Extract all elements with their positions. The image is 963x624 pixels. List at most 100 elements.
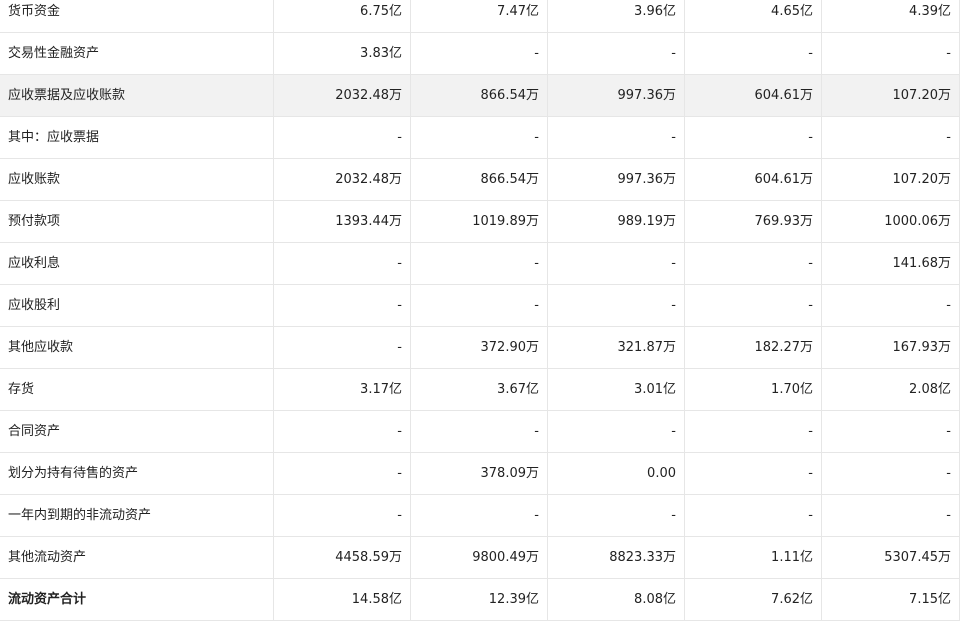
row-value: 2.08亿 <box>821 369 959 410</box>
row-value: 2032.48万 <box>273 75 410 116</box>
row-value: 1019.89万 <box>410 201 547 242</box>
row-value: 14.58亿 <box>273 579 410 620</box>
row-label: 合同资产 <box>8 424 61 439</box>
row-value: 989.19万 <box>547 201 684 242</box>
table-row-other-receivables: 其他应收款 - 372.90万 321.87万 182.27万 167.93万 <box>0 327 959 369</box>
row-value: 9800.49万 <box>410 537 547 578</box>
row-value: - <box>547 285 684 326</box>
row-label: 应收股利 <box>8 298 61 313</box>
row-value: - <box>821 495 959 536</box>
row-value: - <box>684 33 821 74</box>
row-value: 1.70亿 <box>684 369 821 410</box>
row-value: - <box>547 243 684 284</box>
table-row-prepayments: 预付款项 1393.44万 1019.89万 989.19万 769.93万 1… <box>0 201 959 243</box>
table-row-non-current-assets-due-within-one-year: 一年内到期的非流动资产 - - - - - <box>0 495 959 537</box>
row-value: 7.15亿 <box>821 579 959 620</box>
row-value: - <box>684 453 821 494</box>
row-value: 6.75亿 <box>273 0 410 32</box>
table-row-held-for-sale-assets: 划分为持有待售的资产 - 378.09万 0.00 - - <box>0 453 959 495</box>
row-value: 1000.06万 <box>821 201 959 242</box>
row-label: 其中：应收票据 <box>8 130 100 145</box>
row-value: 3.67亿 <box>410 369 547 410</box>
table-row-cash: 货币资金 6.75亿 7.47亿 3.96亿 4.65亿 4.39亿 <box>0 0 959 33</box>
table-row-notes-and-accounts-receivable: 应收票据及应收账款 2032.48万 866.54万 997.36万 604.6… <box>0 75 959 117</box>
row-value: - <box>547 411 684 452</box>
row-value: - <box>410 243 547 284</box>
row-value: 141.68万 <box>821 243 959 284</box>
row-value: 4.39亿 <box>821 0 959 32</box>
row-label: 流动资产合计 <box>8 592 87 607</box>
row-value: - <box>273 453 410 494</box>
row-value: - <box>273 243 410 284</box>
row-value: - <box>547 495 684 536</box>
row-value: 12.39亿 <box>410 579 547 620</box>
row-label: 交易性金融资产 <box>8 46 100 61</box>
row-value: 7.62亿 <box>684 579 821 620</box>
row-value: - <box>273 285 410 326</box>
row-value: 8.08亿 <box>547 579 684 620</box>
row-label: 货币资金 <box>8 4 61 19</box>
row-label: 其他应收款 <box>8 340 74 355</box>
row-value: 866.54万 <box>410 159 547 200</box>
row-value: - <box>273 411 410 452</box>
row-label: 存货 <box>8 382 35 397</box>
row-value: 4.65亿 <box>684 0 821 32</box>
row-value: - <box>273 327 410 368</box>
row-value: 3.96亿 <box>547 0 684 32</box>
row-value: 604.61万 <box>684 159 821 200</box>
row-value: - <box>410 495 547 536</box>
table-row-interest-receivable: 应收利息 - - - - 141.68万 <box>0 243 959 285</box>
row-label: 划分为持有待售的资产 <box>8 466 139 481</box>
row-value: 372.90万 <box>410 327 547 368</box>
row-value: 107.20万 <box>821 159 959 200</box>
row-value: - <box>684 285 821 326</box>
row-value: 769.93万 <box>684 201 821 242</box>
row-value: - <box>410 285 547 326</box>
row-value: 8823.33万 <box>547 537 684 578</box>
row-label: 预付款项 <box>8 214 61 229</box>
row-label: 一年内到期的非流动资产 <box>8 508 152 523</box>
row-value: - <box>684 495 821 536</box>
row-value: 321.87万 <box>547 327 684 368</box>
table-row-inventory: 存货 3.17亿 3.67亿 3.01亿 1.70亿 2.08亿 <box>0 369 959 411</box>
row-value: - <box>547 117 684 158</box>
table-row-other-current-assets: 其他流动资产 4458.59万 9800.49万 8823.33万 1.11亿 … <box>0 537 959 579</box>
row-value: - <box>410 33 547 74</box>
row-value: 7.47亿 <box>410 0 547 32</box>
table-row-trading-financial-assets: 交易性金融资产 3.83亿 - - - - <box>0 33 959 75</box>
row-label: 应收账款 <box>8 172 61 187</box>
table-row-accounts-receivable: 应收账款 2032.48万 866.54万 997.36万 604.61万 10… <box>0 159 959 201</box>
row-label: 其他流动资产 <box>8 550 87 565</box>
table-row-contract-assets: 合同资产 - - - - - <box>0 411 959 453</box>
row-value: 2032.48万 <box>273 159 410 200</box>
row-value: 3.17亿 <box>273 369 410 410</box>
table-row-total-current-assets: 流动资产合计 14.58亿 12.39亿 8.08亿 7.62亿 7.15亿 <box>0 579 959 621</box>
row-value: 997.36万 <box>547 75 684 116</box>
row-value: 107.20万 <box>821 75 959 116</box>
row-value: - <box>547 33 684 74</box>
row-value: 378.09万 <box>410 453 547 494</box>
row-value: 997.36万 <box>547 159 684 200</box>
table-row-dividends-receivable: 应收股利 - - - - - <box>0 285 959 327</box>
row-value: - <box>821 117 959 158</box>
row-value: 3.83亿 <box>273 33 410 74</box>
row-value: - <box>410 411 547 452</box>
row-label: 应收利息 <box>8 256 61 271</box>
row-label: 应收票据及应收账款 <box>8 88 126 103</box>
row-value: - <box>821 453 959 494</box>
row-value: 604.61万 <box>684 75 821 116</box>
row-value: - <box>410 117 547 158</box>
row-value: 866.54万 <box>410 75 547 116</box>
row-value: - <box>821 33 959 74</box>
row-value: - <box>684 243 821 284</box>
row-value: - <box>821 411 959 452</box>
row-value: 182.27万 <box>684 327 821 368</box>
row-value: - <box>821 285 959 326</box>
table-row-notes-receivable: 其中：应收票据 - - - - - <box>0 117 959 159</box>
row-value: 4458.59万 <box>273 537 410 578</box>
row-value: - <box>684 411 821 452</box>
row-value: 0.00 <box>547 453 684 494</box>
row-value: 167.93万 <box>821 327 959 368</box>
row-value: 1.11亿 <box>684 537 821 578</box>
